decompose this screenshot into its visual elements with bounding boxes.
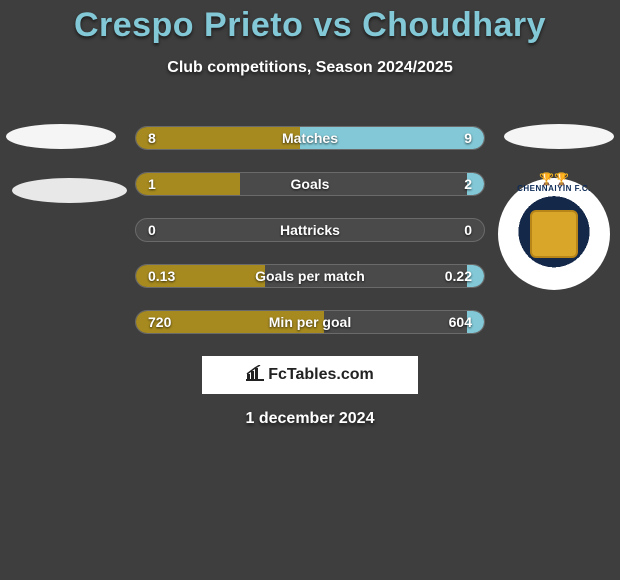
- stat-label: Goals: [136, 173, 484, 195]
- club-badge-inner: [530, 210, 578, 258]
- player-right-club-badge: 🏆🏆 CHENNAIYIN F.C.: [498, 178, 610, 290]
- stat-label: Min per goal: [136, 311, 484, 333]
- club-badge-label: CHENNAIYIN F.C.: [498, 184, 610, 193]
- stat-row: 89Matches: [135, 126, 485, 150]
- stat-label: Goals per match: [136, 265, 484, 287]
- stat-label: Matches: [136, 127, 484, 149]
- stat-row: 00Hattricks: [135, 218, 485, 242]
- watermark-text: FcTables.com: [268, 366, 374, 384]
- stats-container: 89Matches 12Goals 00Hattricks 0.130.22Goals…: [135, 126, 485, 356]
- stat-row: 12Goals: [135, 172, 485, 196]
- comparison-title: Crespo Prieto vs Choudhary: [0, 0, 620, 45]
- player-left-avatar: [6, 124, 116, 149]
- player-right-avatar: [504, 124, 614, 149]
- snapshot-date: 1 december 2024: [0, 410, 620, 428]
- stat-row: 0.130.22Goals per match: [135, 264, 485, 288]
- stat-label: Hattricks: [136, 219, 484, 241]
- chart-icon: [246, 365, 264, 385]
- comparison-subtitle: Club competitions, Season 2024/2025: [0, 59, 620, 77]
- player-left-club-badge: [12, 178, 127, 203]
- watermark: FcTables.com: [202, 356, 418, 394]
- stat-row: 720604Min per goal: [135, 310, 485, 334]
